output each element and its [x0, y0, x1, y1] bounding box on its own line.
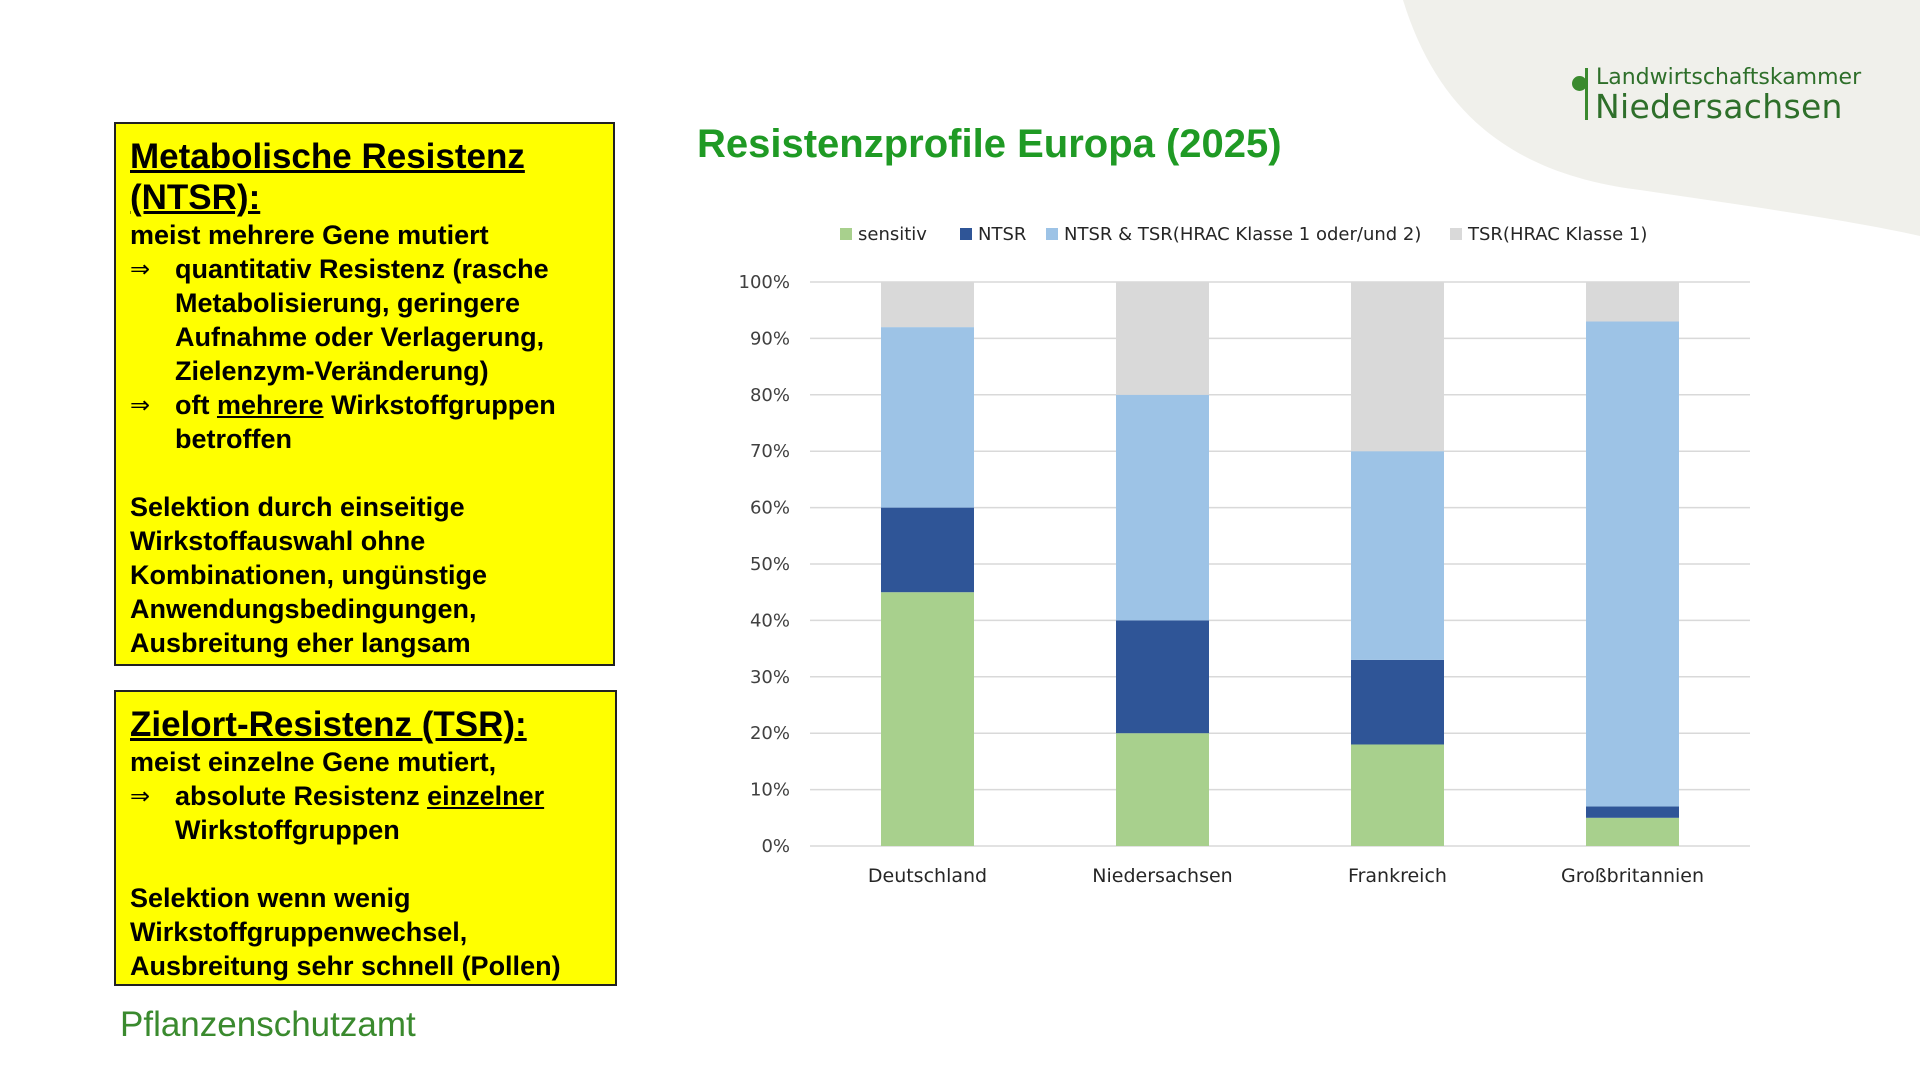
x-tick-label: Frankreich	[1348, 865, 1447, 887]
metabolic-bullet-2-text: oft mehrere Wirkstoffgruppen betroffen	[175, 388, 599, 456]
y-tick-label: 0%	[761, 836, 790, 857]
legend-swatch	[1450, 228, 1462, 240]
target-site-resistance-box: Zielort-Resistenz (TSR): meist einzelne …	[114, 690, 617, 986]
metabolic-bullet-2: ⇒ oft mehrere Wirkstoffgruppen betroffen	[130, 388, 599, 456]
metabolic-paragraph: Selektion durch einseitige Wirkstoffausw…	[130, 492, 487, 658]
bar-segment	[1351, 451, 1444, 660]
y-tick-label: 10%	[750, 780, 790, 801]
metabolic-bullet-2-post: Wirkstoffgruppen betroffen	[175, 390, 556, 454]
bar-segment	[1586, 817, 1679, 846]
legend-label: NTSR	[978, 224, 1026, 245]
target-bullet-1-underlined: einzelner	[427, 781, 545, 811]
bar-segment	[1586, 806, 1679, 818]
legend-label: TSR(HRAC Klasse 1)	[1467, 224, 1647, 245]
logo-bar-icon	[1585, 68, 1588, 120]
y-tick-label: 70%	[750, 441, 790, 462]
arrow-icon: ⇒	[130, 255, 151, 283]
chart-title: Resistenzprofile Europa (2025)	[697, 122, 1282, 166]
bar-segment	[1116, 394, 1209, 621]
target-bullet-1-text: absolute Resistenz einzelner Wirkstoffgr…	[175, 779, 601, 847]
legend-label: NTSR & TSR(HRAC Klasse 1 oder/und 2)	[1064, 224, 1421, 245]
target-bullet-1-pre: absolute Resistenz	[175, 781, 428, 811]
y-tick-label: 80%	[750, 385, 790, 406]
bar-segment	[1351, 282, 1444, 452]
metabolic-bullet-1: ⇒ quantitativ Resistenz (rasche Metaboli…	[130, 252, 599, 388]
bar-segment	[881, 592, 974, 846]
footer-department: Pflanzenschutzamt	[120, 1005, 416, 1044]
logo-text-line2: Niedersachsen	[1595, 87, 1843, 126]
metabolic-bullet-2-pre: oft	[175, 390, 217, 420]
bar-segment	[1586, 282, 1679, 322]
y-tick-label: 100%	[739, 272, 790, 293]
target-paragraph: Selektion wenn wenig Wirkstoffgruppenwec…	[130, 883, 561, 981]
arrow-icon: ⇒	[130, 391, 151, 419]
metabolic-line: meist mehrere Gene mutiert	[130, 220, 489, 250]
x-tick-label: Niedersachsen	[1092, 865, 1232, 887]
bar-segment	[1116, 282, 1209, 395]
arrow-icon: ⇒	[130, 782, 151, 810]
legend-swatch	[960, 228, 972, 240]
target-bullet-1: ⇒ absolute Resistenz einzelner Wirkstoff…	[130, 779, 601, 847]
stacked-bar-chart: 0% 10% 20% 30% 40% 50% 60% 70% 80% 90% 100% Deutsch…	[739, 224, 1750, 887]
target-site-resistance-title: Zielort-Resistenz (TSR):	[130, 705, 527, 744]
legend-swatch	[840, 228, 852, 240]
bar-segment	[881, 507, 974, 593]
bar-segment	[1586, 321, 1679, 807]
bar-segment	[1116, 733, 1209, 846]
metabolic-resistance-box: Metabolische Resistenz (NTSR): meist meh…	[114, 122, 615, 666]
x-tick-label: Deutschland	[868, 865, 987, 887]
y-tick-label: 50%	[750, 554, 790, 575]
bar-segment	[1351, 744, 1444, 846]
metabolic-bullet-2-underlined: mehrere	[216, 390, 324, 420]
legend-label: sensitiv	[858, 224, 927, 245]
y-tick-label: 90%	[750, 328, 790, 349]
target-bullet-1-post: Wirkstoffgruppen	[175, 815, 400, 845]
y-tick-label: 60%	[750, 498, 790, 519]
metabolic-bullet-1-text: quantitativ Resistenz (rasche Metabolisi…	[175, 254, 549, 386]
x-tick-label: Großbritannien	[1561, 865, 1704, 887]
logo-text-line1: Landwirtschaftskammer	[1596, 65, 1862, 90]
logo-dot-icon	[1572, 76, 1587, 91]
target-line: meist einzelne Gene mutiert,	[130, 747, 497, 777]
y-tick-label: 30%	[750, 667, 790, 688]
metabolic-resistance-title: Metabolische Resistenz (NTSR):	[130, 137, 525, 217]
y-tick-label: 20%	[750, 723, 790, 744]
bar-segment	[881, 327, 974, 508]
bar-segment	[1351, 659, 1444, 745]
legend-swatch	[1046, 228, 1058, 240]
logo: Landwirtschaftskammer Niedersachsen	[1572, 62, 1872, 128]
bar-segment	[881, 282, 974, 328]
bar-segment	[1116, 620, 1209, 734]
y-tick-label: 40%	[750, 610, 790, 631]
